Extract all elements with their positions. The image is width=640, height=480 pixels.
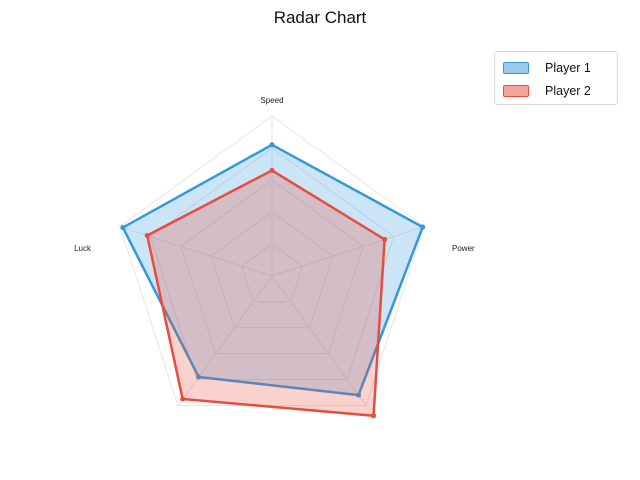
grid-spoke-4 <box>177 275 273 406</box>
series-1-point-2 <box>420 224 426 230</box>
legend-swatch-series-1 <box>503 62 529 74</box>
grid-ring-5 <box>119 115 425 406</box>
series-2-point-4 <box>180 396 186 402</box>
series-2-point-5 <box>144 232 150 238</box>
radar-series <box>120 142 426 419</box>
legend-label-series-2: Player 2 <box>545 84 591 98</box>
series-1-point-3 <box>356 392 362 398</box>
axis-labels: Speed Power Luck <box>74 96 475 253</box>
grid-spoke-3 <box>271 275 367 406</box>
legend-item-series-1: Player 1 <box>503 60 591 76</box>
legend: Player 1 Player 2 <box>494 51 618 105</box>
legend-swatch-series-2 <box>503 85 529 97</box>
series-1-point-4 <box>196 374 202 380</box>
axis-label-1: Speed <box>260 96 283 105</box>
series-1-area <box>121 143 425 397</box>
chart-title: Radar Chart <box>273 8 367 27</box>
grid-ring-1 <box>240 243 304 303</box>
series-2-point-2 <box>382 236 388 242</box>
grid-ring-3 <box>180 179 364 355</box>
series-1-point-1 <box>269 142 275 148</box>
legend-label-series-1: Player 1 <box>545 61 591 75</box>
grid-ring-4 <box>149 147 395 381</box>
radar-grid <box>119 115 425 406</box>
axis-label-2: Power <box>452 244 475 253</box>
series-1-point-5 <box>120 225 126 231</box>
series-2-point-1 <box>269 167 275 173</box>
series-2-point-3 <box>371 413 377 419</box>
legend-item-series-2: Player 2 <box>503 83 591 99</box>
grid-ring-2 <box>210 211 334 329</box>
series-2-area <box>145 168 386 418</box>
grid-spoke-2 <box>271 226 425 277</box>
axis-label-5: Luck <box>74 244 92 253</box>
